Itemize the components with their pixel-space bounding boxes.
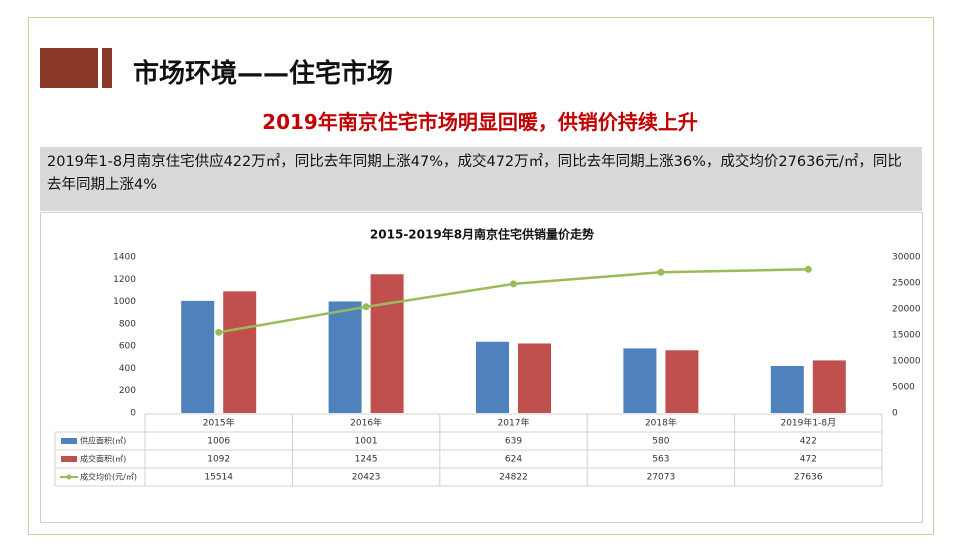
y2-tick-label: 15000 — [892, 331, 921, 341]
legend-key — [61, 456, 77, 462]
bar — [181, 300, 215, 413]
table-value: 1001 — [355, 437, 378, 447]
x-tick-label: 2016年 — [350, 417, 382, 429]
point — [215, 328, 223, 336]
table-value: 624 — [505, 455, 522, 465]
table-value: 1006 — [207, 437, 230, 447]
legend-key — [66, 474, 72, 480]
table-value: 24822 — [499, 473, 528, 483]
y-tick-label: 1000 — [113, 297, 136, 307]
y-tick-label: 1200 — [113, 275, 136, 285]
y-tick-label: 1400 — [113, 253, 136, 263]
legend-key — [61, 438, 77, 444]
bar — [370, 274, 404, 413]
legend-label: 成交面积(㎡) — [80, 454, 126, 464]
bar — [328, 301, 362, 413]
point — [362, 303, 370, 311]
legend-label: 供应面积(㎡) — [80, 436, 126, 446]
point — [804, 265, 812, 273]
frame — [28, 17, 934, 535]
y-tick-label: 200 — [119, 386, 136, 396]
x-tick-label: 2019年1-8月 — [780, 417, 836, 429]
y-tick-label: 0 — [130, 409, 136, 419]
bar — [665, 350, 699, 413]
table-value: 563 — [652, 455, 669, 465]
legend-label: 成交均价(元/㎡) — [80, 472, 137, 482]
bar — [476, 341, 509, 413]
table-value: 20423 — [352, 473, 381, 483]
table-value: 27073 — [647, 473, 676, 483]
chart-box — [40, 212, 923, 523]
x-tick-label: 2017年 — [498, 417, 530, 429]
y2-tick-label: 5000 — [892, 383, 915, 393]
y-tick-label: 400 — [119, 364, 136, 374]
table-value: 1245 — [355, 455, 378, 465]
bar — [812, 360, 846, 413]
table-value: 580 — [652, 437, 669, 447]
y-tick-label: 600 — [119, 342, 136, 352]
table-value: 27636 — [794, 473, 823, 483]
table-value: 422 — [800, 437, 817, 447]
bar — [518, 343, 551, 413]
y2-tick-label: 0 — [892, 409, 898, 419]
y2-tick-label: 30000 — [892, 253, 921, 263]
table-value: 15514 — [204, 473, 233, 483]
y-tick-label: 800 — [119, 319, 136, 329]
point — [657, 268, 665, 276]
bar — [223, 291, 257, 413]
y2-tick-label: 25000 — [892, 279, 921, 289]
table-value: 1092 — [207, 455, 230, 465]
summary: 2019年1-8月南京住宅供应422万㎡，同比去年同期上涨47%，成交472万㎡… — [40, 147, 922, 211]
table-value: 472 — [800, 455, 817, 465]
y2-tick-label: 20000 — [892, 305, 921, 315]
bar — [623, 348, 657, 413]
x-tick-label: 2018年 — [645, 417, 677, 429]
chart-title: 2015-2019年8月南京住宅供销量价走势 — [370, 227, 594, 242]
table-value: 639 — [505, 437, 522, 447]
bar — [770, 365, 804, 413]
y2-tick-label: 10000 — [892, 357, 921, 367]
point — [510, 280, 517, 288]
header-bar — [102, 48, 112, 88]
subtitle: 2019年南京住宅市场明显回暖，供销价持续上升 — [262, 110, 698, 134]
header-block — [40, 48, 98, 88]
page-title: 市场环境——住宅市场 — [133, 59, 394, 89]
line — [218, 268, 809, 334]
x-tick-label: 2015年 — [203, 417, 235, 429]
